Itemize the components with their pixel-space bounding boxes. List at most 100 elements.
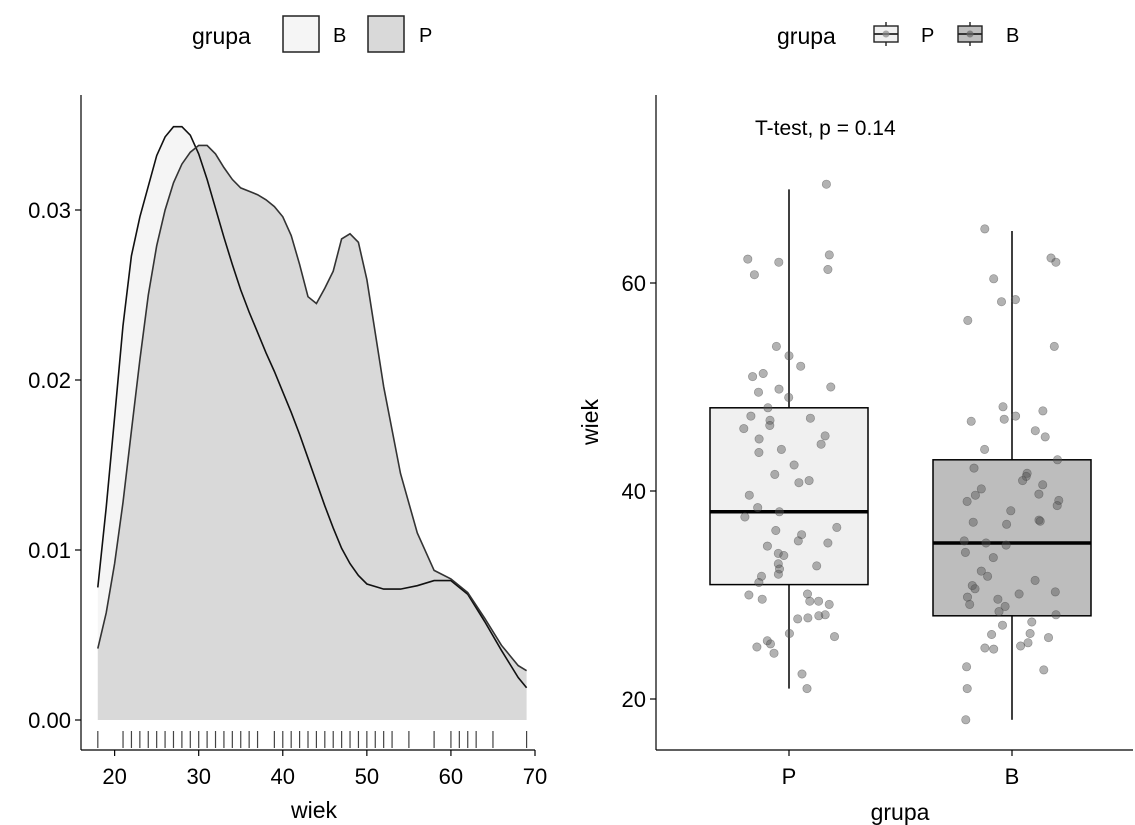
data-point (1052, 501, 1062, 511)
data-point (962, 684, 972, 694)
data-point (762, 541, 772, 551)
data-point (824, 250, 834, 260)
boxplot-x-axis-title: grupa (871, 799, 930, 825)
data-point (765, 415, 775, 425)
data-point (961, 715, 971, 725)
data-point (970, 584, 980, 594)
boxplot-y-ticks: 20 40 60 (622, 271, 656, 712)
data-point (1054, 495, 1064, 505)
data-point (804, 476, 814, 486)
data-point (824, 599, 834, 609)
data-point (769, 648, 779, 658)
legend-label-boxplot-b: B (1006, 25, 1019, 47)
data-point (812, 561, 822, 571)
data-point (744, 490, 754, 500)
data-point (959, 536, 969, 546)
data-point (1034, 489, 1044, 499)
data-point (1030, 426, 1040, 436)
data-point (980, 643, 990, 653)
data-point (980, 224, 990, 234)
data-point (753, 387, 763, 397)
density-line-p (97, 144, 528, 672)
data-point (1050, 587, 1060, 597)
data-point (805, 413, 815, 423)
data-point (976, 566, 986, 576)
data-point (966, 416, 976, 426)
data-point (1000, 601, 1010, 611)
density-line-b (97, 125, 528, 689)
data-point (1051, 257, 1061, 267)
data-point (802, 589, 812, 599)
density-x-tick-label: 70 (523, 764, 547, 789)
data-point (1023, 638, 1033, 648)
data-point (832, 522, 842, 532)
box-plot-area (709, 179, 1092, 725)
boxplot-legend-title: grupa (777, 23, 836, 49)
data-point (820, 431, 830, 441)
box-x-tick-label: B (1005, 764, 1020, 789)
data-point (829, 632, 839, 642)
data-point (805, 596, 815, 606)
density-y-tick-label: 0.02 (28, 368, 71, 393)
box-y-tick-label: 40 (622, 479, 646, 504)
data-point (784, 392, 794, 402)
data-point (993, 594, 1003, 604)
data-point (998, 402, 1008, 412)
box-y-tick-label: 60 (622, 271, 646, 296)
data-point (774, 257, 784, 267)
data-point (814, 611, 824, 621)
data-point (793, 614, 803, 624)
data-point (1002, 519, 1012, 529)
box-iqr (932, 459, 1092, 617)
data-point (1010, 295, 1020, 305)
data-point (773, 559, 783, 569)
density-legend: grupa B P (192, 15, 432, 53)
legend-label-b: B (333, 25, 346, 47)
box-iqr (709, 407, 869, 586)
data-point (803, 613, 813, 623)
density-x-tick-label: 20 (102, 764, 126, 789)
data-point (773, 548, 783, 558)
data-point (981, 538, 991, 548)
jitter-points-b (959, 224, 1064, 725)
box-y-tick-label: 20 (622, 687, 646, 712)
data-point (1038, 406, 1048, 416)
density-x-tick-label: 40 (271, 764, 295, 789)
data-point (965, 599, 975, 609)
data-point (999, 414, 1009, 424)
data-point (968, 517, 978, 527)
density-x-ticks: 20 30 40 50 60 70 (102, 750, 547, 789)
data-point (776, 444, 786, 454)
data-point (773, 569, 783, 579)
data-point (794, 478, 804, 488)
data-point (802, 684, 812, 694)
data-point (748, 372, 758, 382)
data-point (989, 274, 999, 284)
data-point (765, 420, 775, 430)
data-point (1035, 516, 1045, 526)
data-point (962, 592, 972, 602)
data-point (970, 490, 980, 500)
data-point (823, 264, 833, 274)
data-point (816, 439, 826, 449)
boxplot-legend: grupa P B (777, 22, 1019, 49)
data-point (983, 571, 993, 581)
density-x-tick-label: 30 (186, 764, 210, 789)
data-point (962, 662, 972, 672)
data-point (1022, 468, 1032, 478)
density-rug (97, 731, 528, 748)
data-point (758, 368, 768, 378)
data-point (754, 434, 764, 444)
data-point (749, 270, 759, 280)
density-y-ticks: 0.00 0.01 0.02 0.03 (28, 198, 81, 733)
data-point (753, 503, 763, 513)
data-point (797, 669, 807, 679)
data-point (826, 382, 836, 392)
data-point (1027, 617, 1037, 627)
data-point (770, 469, 780, 479)
ttest-annotation: T-test, p = 0.14 (755, 117, 896, 140)
data-point (771, 341, 781, 351)
data-point (771, 525, 781, 535)
data-point (784, 351, 794, 361)
